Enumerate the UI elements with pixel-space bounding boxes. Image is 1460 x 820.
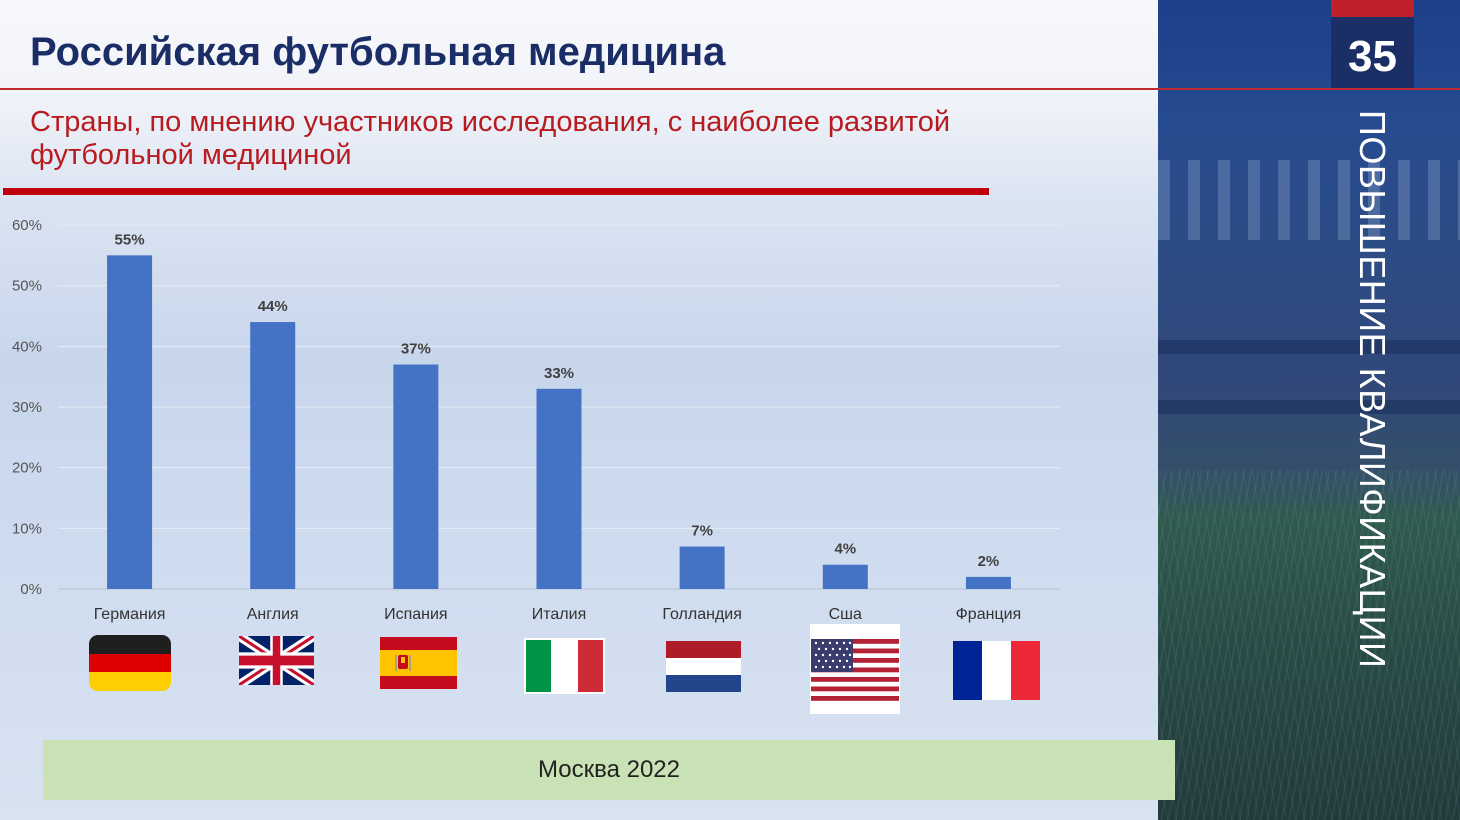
data-label: 37%	[401, 341, 431, 358]
y-tick-label: 10%	[12, 520, 42, 537]
y-tick-label: 50%	[12, 278, 42, 295]
bar	[965, 576, 1011, 589]
x-tick-label: Италия	[532, 606, 586, 623]
page-title: Российская футбольная медицина	[30, 30, 726, 74]
x-tick-label: Англия	[247, 606, 299, 623]
page-number-accent	[1331, 0, 1414, 17]
page-number-badge: 35	[1331, 0, 1414, 89]
x-tick-label: Сша	[829, 606, 862, 623]
stand-stripe-decoration	[1158, 400, 1460, 414]
usa-flag-icon	[810, 624, 900, 714]
data-label: 4%	[834, 541, 856, 558]
stadium-lights-decoration	[1158, 160, 1460, 240]
italy-flag-icon	[524, 638, 605, 694]
stand-stripe-decoration	[1158, 340, 1460, 354]
france-flag-icon	[953, 641, 1040, 700]
x-tick-label: Испания	[384, 606, 448, 623]
chart-subtitle: Страны, по мнению участников исследовани…	[30, 106, 951, 171]
bar	[822, 564, 868, 589]
bar	[250, 322, 296, 589]
footer-banner: Москва 2022	[43, 740, 1175, 800]
bar	[536, 388, 582, 589]
page-number: 35	[1348, 32, 1397, 81]
data-label: 7%	[691, 523, 713, 540]
x-tick-label: Голландия	[662, 606, 741, 623]
uk-flag-icon	[239, 636, 314, 685]
bar-chart: 0% 10% 20% 30% 40% 50% 60% 55% Германия 44% Англия…	[12, 217, 1060, 623]
side-panel	[1158, 0, 1460, 820]
germany-flag-icon	[89, 635, 171, 691]
y-tick-label: 0%	[20, 581, 42, 598]
spain-flag-icon	[380, 637, 457, 689]
y-tick-label: 40%	[12, 338, 42, 355]
side-vertical-title: ПОВЫШЕНИЕ КВАЛИФИКАЦИИ	[1352, 110, 1393, 669]
bar	[679, 546, 725, 589]
x-tick-label: Франция	[956, 606, 1022, 623]
y-tick-label: 60%	[12, 217, 42, 234]
y-tick-label: 20%	[12, 460, 42, 477]
x-tick-label: Германия	[94, 606, 166, 623]
netherlands-flag-icon	[666, 641, 741, 692]
title-divider	[0, 88, 1460, 90]
data-label: 55%	[115, 231, 145, 248]
bar	[393, 364, 439, 589]
y-tick-label: 30%	[12, 399, 42, 416]
footer-text: Москва 2022	[538, 756, 680, 783]
grass-decoration	[1158, 470, 1460, 820]
data-label: 2%	[978, 553, 1000, 570]
bar	[107, 255, 153, 590]
subtitle-divider	[3, 188, 989, 195]
data-label: 33%	[544, 365, 574, 382]
data-label: 44%	[258, 298, 288, 315]
